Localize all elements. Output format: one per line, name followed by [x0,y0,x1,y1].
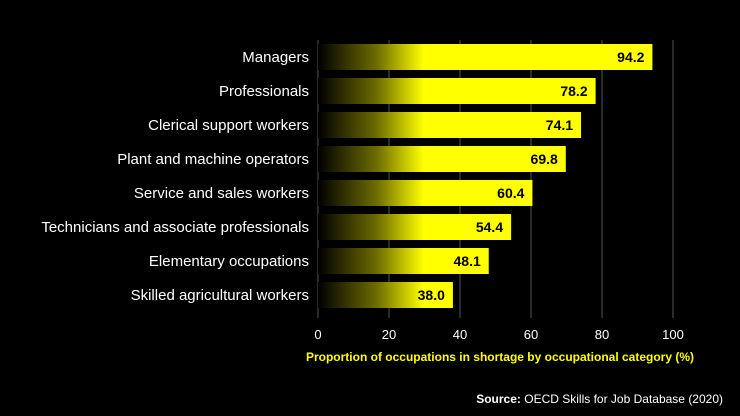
x-tick-label: 40 [453,327,467,342]
bars [318,44,653,308]
x-tick-label: 20 [382,327,396,342]
category-labels: Managers Professionals Clerical support wo… [41,49,309,304]
value-label: 94.2 [617,49,644,65]
value-label: 38.0 [418,287,445,303]
value-label: 48.1 [454,253,481,269]
x-tick-label: 80 [595,327,609,342]
category-label: Technicians and associate professionals [41,219,309,236]
x-axis-title: Proportion of occupations in shortage by… [306,350,694,364]
category-label: Skilled agricultural workers [131,287,309,304]
bar [318,78,596,104]
value-labels: 94.2 78.2 74.1 69.8 60.4 54.4 48.1 38.0 [418,49,645,303]
x-axis-ticks: 0 20 40 60 80 100 [314,327,683,342]
source-text: OECD Skills for Job Database (2020) [524,392,723,406]
value-label: 69.8 [531,151,558,167]
bar [318,44,653,70]
category-label: Professionals [219,83,309,100]
bar [318,112,582,138]
bar [318,180,533,206]
x-tick-label: 100 [662,327,684,342]
bar [318,146,566,172]
x-tick-label: 0 [314,327,321,342]
value-label: 60.4 [497,185,524,201]
bar [318,248,489,274]
value-label: 54.4 [476,219,503,235]
category-label: Elementary occupations [149,253,309,270]
category-label: Plant and machine operators [117,151,309,168]
category-label: Clerical support workers [148,117,309,134]
value-label: 78.2 [560,83,587,99]
source-label: Source: [476,392,521,406]
category-label: Service and sales workers [134,185,309,202]
category-label: Managers [242,49,309,66]
bar [318,282,453,308]
source-note: Source: OECD Skills for Job Database (20… [476,392,723,406]
x-tick-label: 60 [524,327,538,342]
value-label: 74.1 [546,117,573,133]
bar [318,214,512,240]
